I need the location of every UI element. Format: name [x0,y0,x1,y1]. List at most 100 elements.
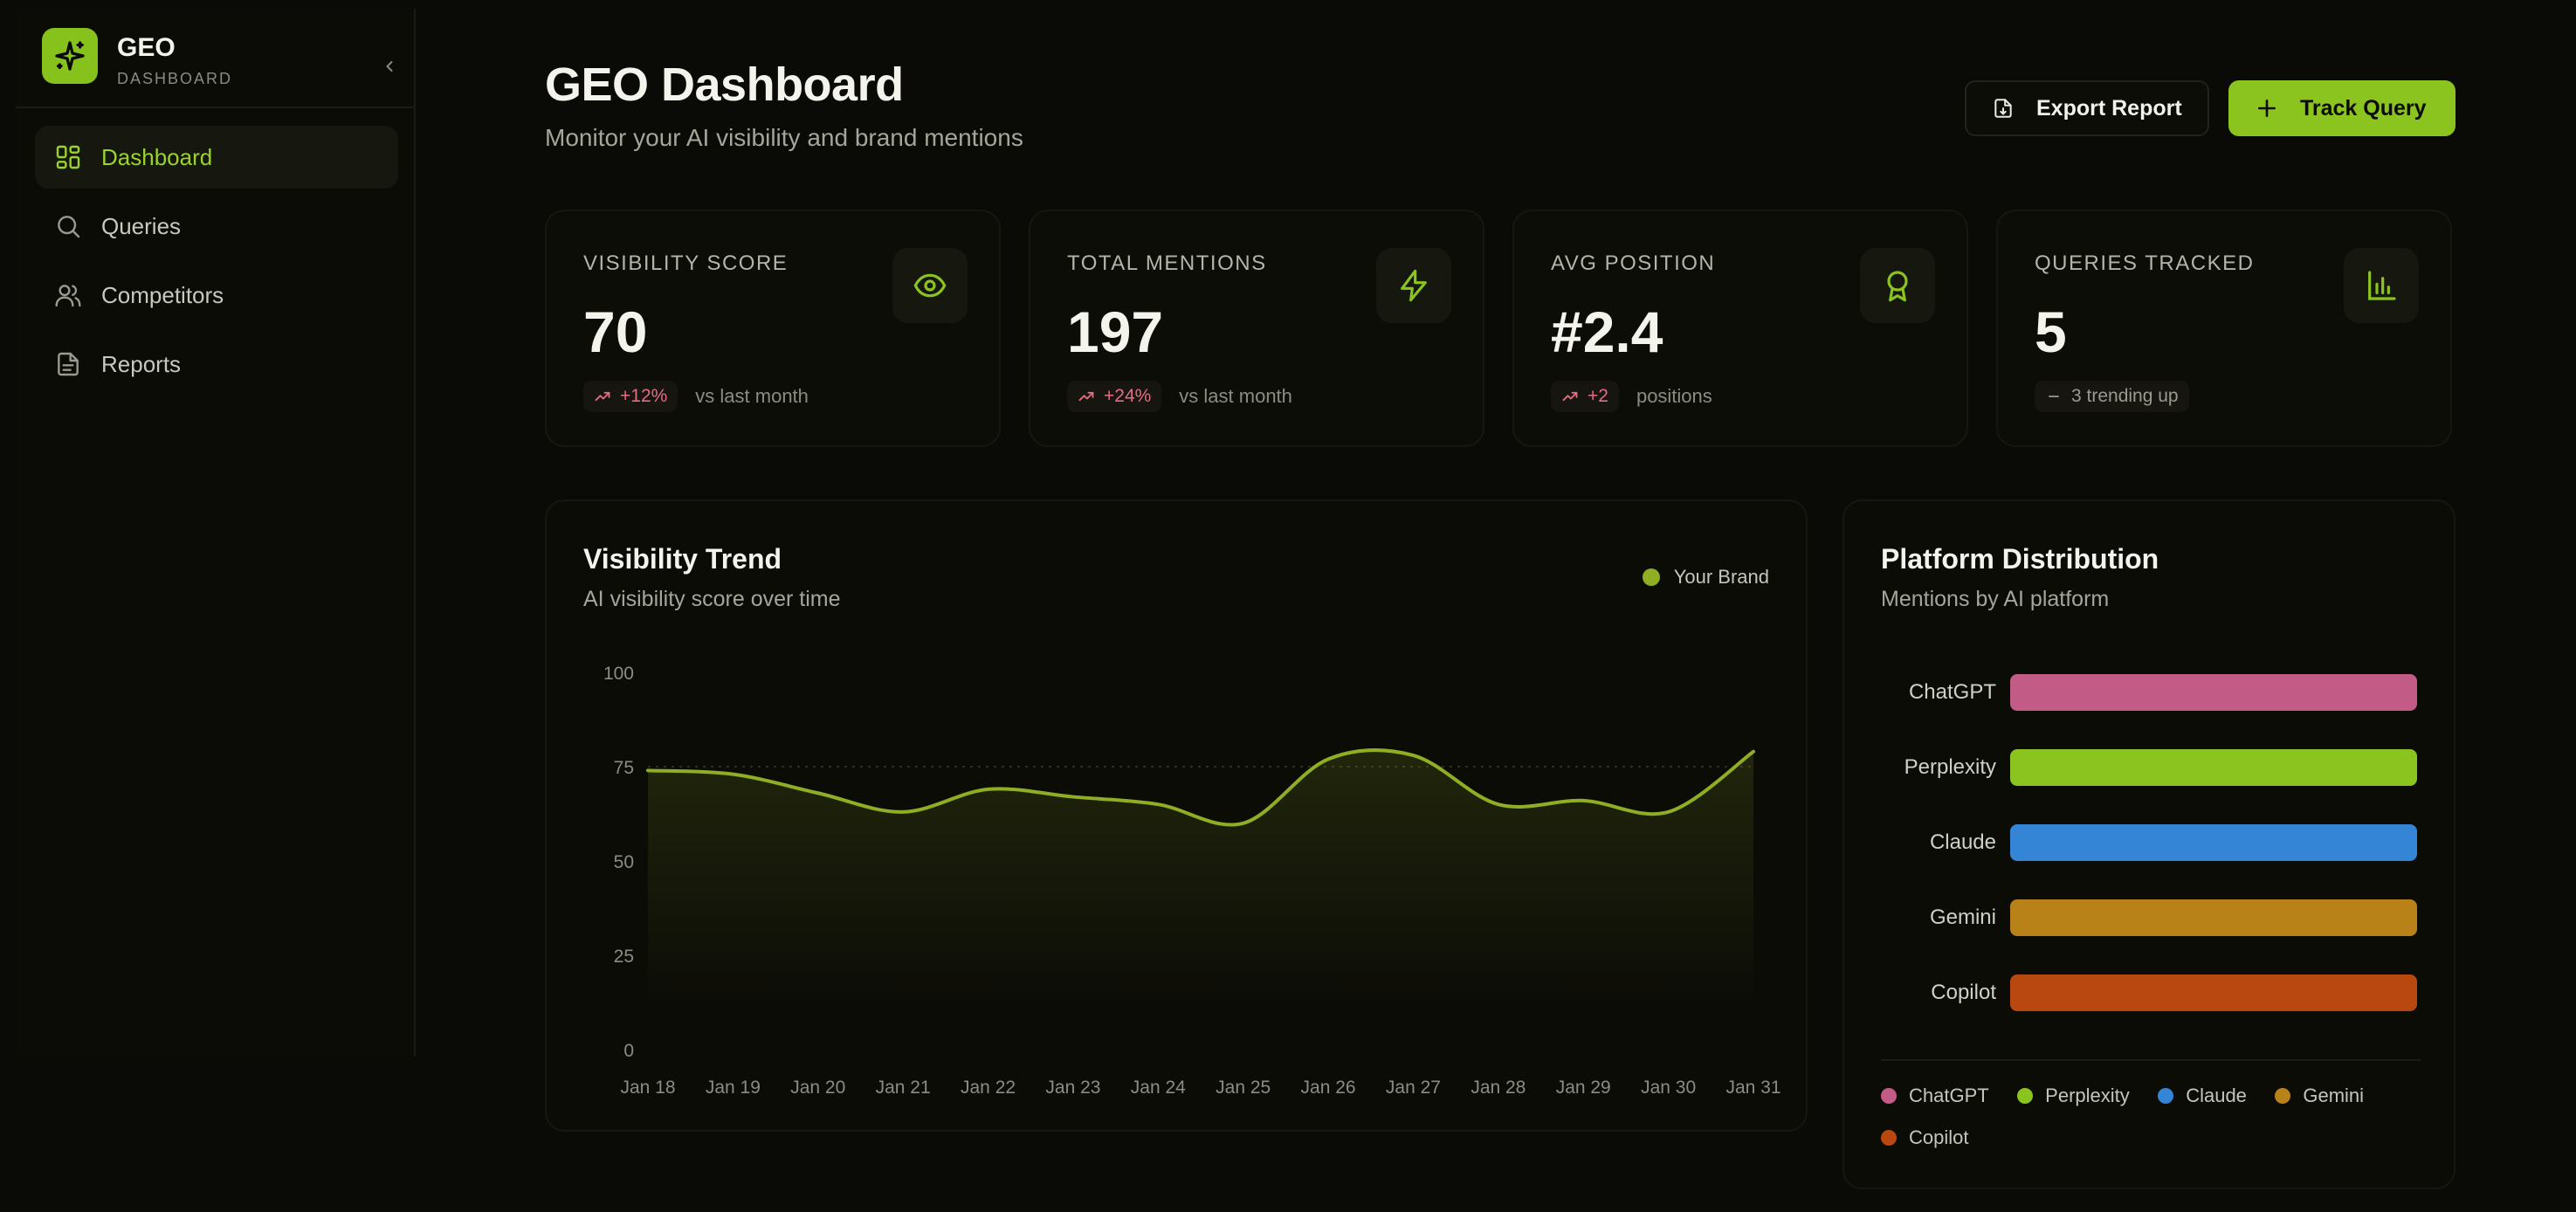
bar-label: Copilot [1931,981,1996,1004]
x-tick-label: Jan 18 [620,1078,675,1098]
chart-title: Platform Distribution [1881,543,2159,575]
brand-name: GEO [117,33,176,62]
minus-icon [2045,387,2064,406]
chevron-left-icon[interactable] [377,54,402,79]
legend-dot [2158,1088,2174,1104]
y-tick-label: 100 [603,664,634,684]
visibility-trend-chart: 100 75 50 25 0 Jan 18 Jan 19 Jan 20 Jan 21 Jan 22… [603,664,1781,1098]
series-area-your-brand [648,750,1753,1006]
bar-gemini[interactable] [2010,899,2417,936]
legend-label: Your Brand [1673,566,1769,588]
brand: GEO DASHBOARD [42,28,409,98]
trend-badge: +12% [583,381,678,412]
sidebar-divider [16,107,414,108]
stat-footer: 3 trending up [2035,381,2207,412]
bar-perplexity[interactable] [2010,749,2417,786]
trend-badge: +2 [1551,381,1619,412]
trend-badge: 3 trending up [2035,381,2189,412]
platform-distribution-chart: ChatGPT Perplexity Claude Gemini Copilot [1881,674,2421,1061]
bar-chart-icon [2344,248,2419,323]
stat-label: TOTAL MENTIONS [1067,251,1267,275]
trend-badge-value: 3 trending up [2071,386,2179,406]
stat-value: 5 [2035,300,2067,364]
award-icon [1860,248,1935,323]
x-tick-label: Jan 20 [790,1078,845,1098]
x-tick-label: Jan 29 [1556,1078,1611,1098]
x-tick-label: Jan 21 [876,1078,931,1098]
legend-item-claude: Claude [2158,1085,2247,1107]
trend-badge-value: +24% [1104,386,1152,406]
series-line-your-brand[interactable] [646,748,1755,827]
track-query-button[interactable]: Track Query [2228,80,2455,136]
bar-chatgpt[interactable] [2010,674,2417,711]
legend-item-perplexity: Perplexity [2017,1085,2130,1107]
stat-value: 70 [583,300,648,364]
bar-label: Gemini [1930,906,1996,929]
x-tick-label: Jan 19 [706,1078,761,1098]
legend-label: Copilot [1909,1126,1969,1148]
x-tick-label: Jan 26 [1301,1078,1356,1098]
page-title: GEO Dashboard [545,59,904,111]
stat-footer: +12% vs last month [583,381,809,412]
x-tick-label: Jan 22 [961,1078,1016,1098]
chart-title: Visibility Trend [583,543,782,575]
x-tick-label: Jan 23 [1045,1078,1100,1098]
legend-item-gemini: Gemini [2275,1085,2364,1107]
visibility-trend-card: Visibility Trend AI visibility score ove… [545,499,1808,1132]
legend-item-copilot: Copilot [1881,1126,1968,1149]
stat-footer-text: positions [1636,385,1712,407]
stat-card-queries: QUERIES TRACKED 5 3 trending up [1996,210,2452,447]
bar-copilot[interactable] [2010,974,2417,1011]
y-tick-label: 25 [614,947,634,967]
grid-icon [52,141,84,173]
x-tick-label: Jan 31 [1725,1078,1780,1098]
stat-value: #2.4 [1551,300,1663,364]
bar-label: Perplexity [1904,755,1996,779]
sidebar: GEO DASHBOARD Dashboard Queries Competit… [16,9,416,1057]
trend-badge-value: +2 [1588,386,1608,406]
sidebar-item-competitors[interactable]: Competitors [35,264,398,327]
legend-dot [2275,1088,2291,1104]
legend-label: Claude [2186,1085,2247,1106]
sidebar-item-reports[interactable]: Reports [35,333,398,396]
stat-card-mentions: TOTAL MENTIONS 197 +24% vs last month [1029,210,1484,447]
y-tick-label: 75 [614,758,634,778]
stat-footer-text: vs last month [695,385,809,407]
bolt-icon [1376,248,1451,323]
legend-label: Gemini [2303,1085,2365,1106]
sparkle-icon [42,28,98,84]
track-query-label: Track Query [2300,95,2427,121]
bar-claude[interactable] [2010,824,2417,861]
stat-footer: +2 positions [1551,381,1712,412]
platform-legend: ChatGPT Perplexity Claude Gemini Copilot [1881,1085,2405,1168]
file-icon [52,348,84,380]
sidebar-item-dashboard[interactable]: Dashboard [35,126,398,189]
eye-icon [892,248,968,323]
chart-legend: Your Brand [1642,566,1769,589]
legend-dot [1642,568,1660,586]
legend-dot [1881,1088,1897,1104]
sidebar-item-label: Reports [101,350,182,377]
plus-icon [2255,96,2279,121]
bar-label: Claude [1930,830,1996,854]
legend-item-chatgpt: ChatGPT [1881,1085,1989,1107]
legend-label: Perplexity [2045,1085,2130,1106]
trend-up-icon [594,387,613,406]
sidebar-item-queries[interactable]: Queries [35,195,398,258]
users-icon [52,279,84,311]
stat-card-visibility: VISIBILITY SCORE 70 +12% vs last month [545,210,1001,447]
x-tick-label: Jan 28 [1471,1078,1526,1098]
export-report-button[interactable]: Export Report [1965,80,2209,136]
x-tick-label: Jan 25 [1216,1078,1271,1098]
search-icon [52,210,84,242]
platform-distribution-card: Platform Distribution Mentions by AI pla… [1842,499,2455,1189]
bar-label: ChatGPT [1909,680,1996,704]
sidebar-item-label: Dashboard [101,143,213,170]
trend-badge-value: +12% [620,386,668,406]
stat-value: 197 [1067,300,1164,364]
stat-label: AVG POSITION [1551,251,1716,275]
x-tick-label: Jan 30 [1641,1078,1696,1098]
chart-subtitle: AI visibility score over time [583,587,841,611]
export-report-label: Export Report [2036,95,2182,121]
chart-subtitle: Mentions by AI platform [1881,587,2110,611]
